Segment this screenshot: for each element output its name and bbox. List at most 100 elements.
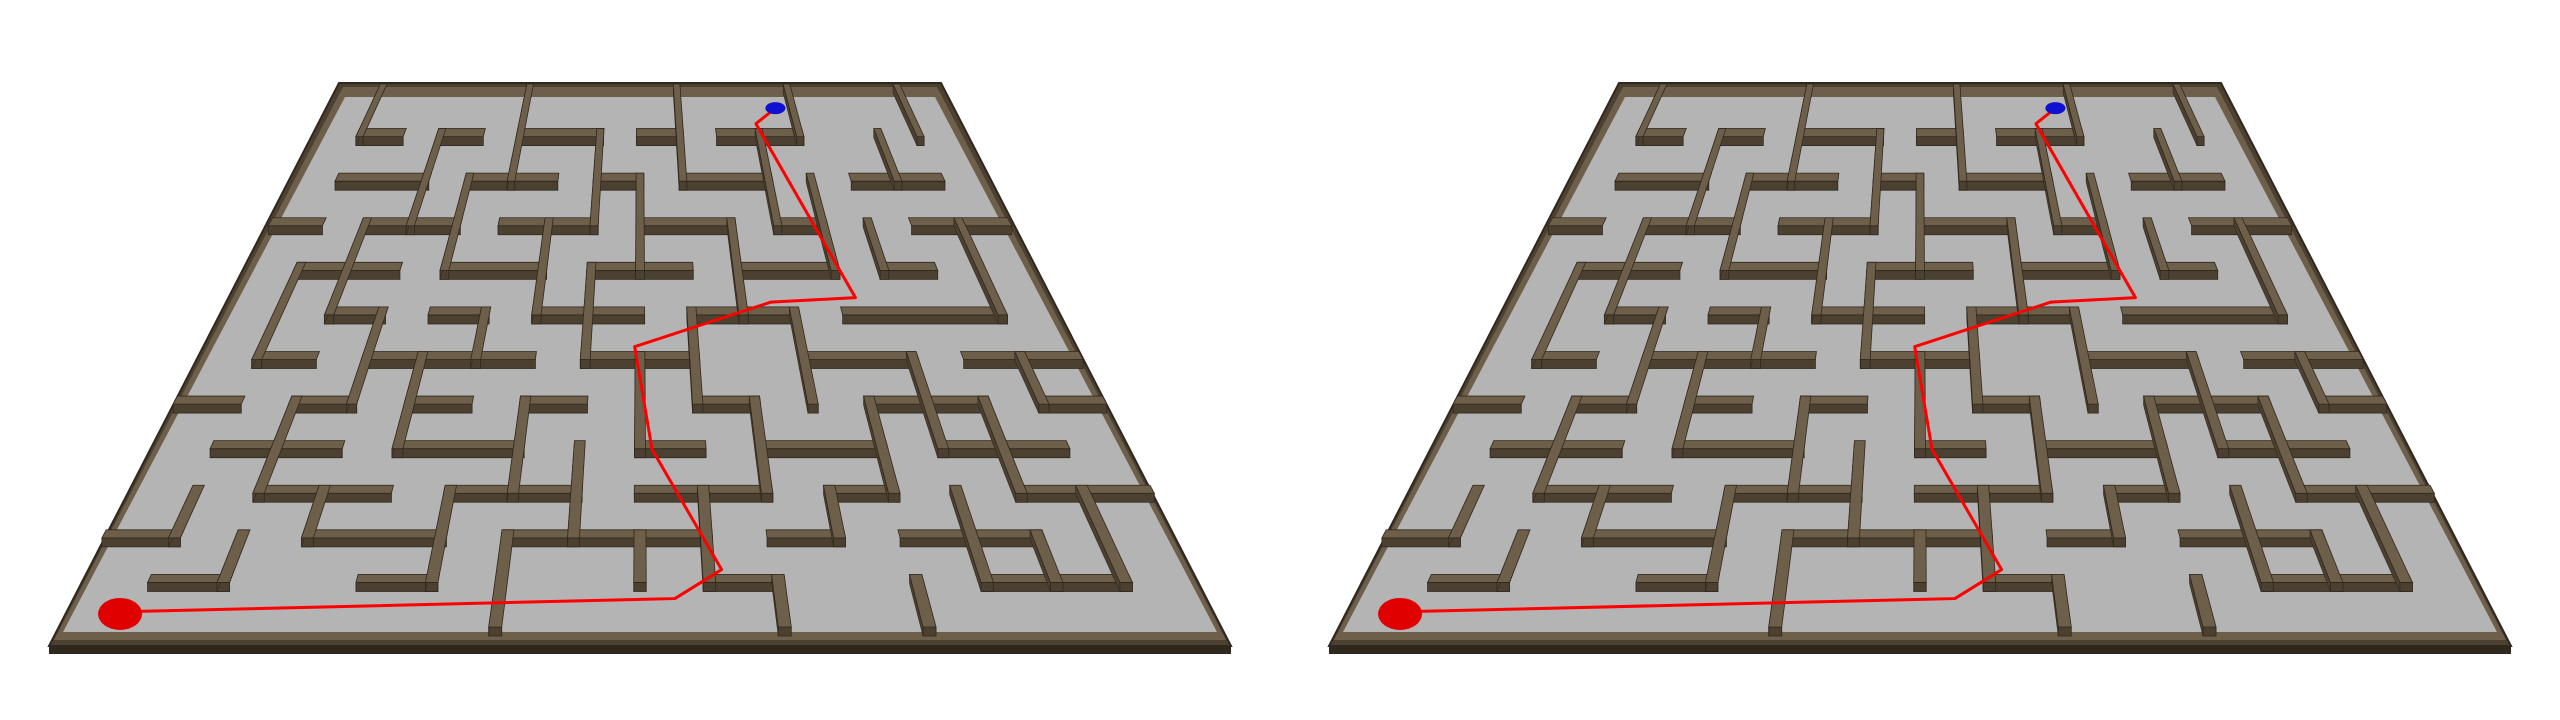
maze-wall <box>771 574 792 628</box>
maze-wall <box>822 484 847 539</box>
maze-wall <box>334 172 432 182</box>
maze-wall <box>300 529 449 539</box>
maze-wall-side <box>1768 626 1783 637</box>
maze-wall-side <box>761 492 774 503</box>
maze-wall <box>731 261 841 271</box>
maze-wall-side <box>888 492 901 503</box>
maze-wall-side <box>1581 537 1727 548</box>
maze-wall-side <box>755 448 889 459</box>
maze-wall-side <box>916 136 925 146</box>
maze-wall <box>1075 484 1134 583</box>
maze-wall-side <box>1780 537 1993 548</box>
maze-wall <box>2294 351 2330 405</box>
maze-wall <box>1452 395 1526 405</box>
maze-wall-side <box>1050 582 1064 592</box>
maze-wall-side <box>2057 626 2072 637</box>
maze-wall <box>345 306 389 405</box>
maze-wall <box>167 484 205 539</box>
maze-wall-side <box>2168 492 2181 503</box>
maze-wall <box>2185 351 2230 450</box>
maze-wall <box>506 83 534 182</box>
maze-wall <box>754 440 889 450</box>
maze-wall <box>300 484 331 539</box>
maze-wall <box>1914 351 1926 450</box>
maze-wall <box>696 484 717 583</box>
maze-wall-side <box>2012 269 2121 280</box>
maze-wall-side <box>1015 492 1028 503</box>
maze-wall <box>1847 440 1866 539</box>
maze-wall <box>1704 484 1738 583</box>
maze-wall <box>672 83 688 182</box>
maze-wall <box>863 395 901 494</box>
maze-wall <box>1811 217 1834 316</box>
maze-wall <box>1952 83 1968 182</box>
maze-wall <box>252 395 303 494</box>
maze-wall <box>589 128 605 227</box>
maze-wall-side <box>267 225 323 236</box>
right-maze-view <box>1280 0 2560 720</box>
maze-wall <box>2102 484 2127 539</box>
maze-wall <box>1447 484 1485 539</box>
maze-wall <box>1496 529 1531 583</box>
maze-wall-side <box>506 492 519 503</box>
maze-wall-side <box>1795 136 1884 146</box>
maze-wall-side <box>738 314 749 325</box>
maze-wall <box>355 83 388 137</box>
maze-wall <box>439 261 549 271</box>
maze-wall-side <box>1640 359 1816 369</box>
maze-wall <box>515 128 605 137</box>
maze-wall <box>2068 306 2099 405</box>
maze-wall <box>1580 529 1729 539</box>
maze-wall-side <box>2018 314 2029 325</box>
maze-wall-side <box>635 269 645 280</box>
maze-wall <box>1014 351 1050 405</box>
maze-wall <box>1869 128 1885 227</box>
maze-wall <box>1786 83 1814 182</box>
maze-wall-side <box>1958 180 2054 191</box>
maze-wall <box>1859 261 1877 360</box>
maze-wall-side <box>830 269 841 280</box>
maze-wall-side <box>2035 448 2169 459</box>
maze-wall-side <box>515 136 604 146</box>
maze-wall <box>2051 574 2072 628</box>
maze-wall <box>1915 172 1925 271</box>
maze-wall-side <box>1859 359 1871 369</box>
maze-wall <box>634 351 646 450</box>
maze-wall-side <box>1038 403 1050 414</box>
maze-wall-side <box>2087 403 2099 414</box>
maze-wall <box>470 306 492 360</box>
maze-wall <box>1685 128 1727 227</box>
maze-wall <box>2153 128 2183 182</box>
maze-wall <box>323 217 373 316</box>
maze-wall-side <box>692 403 704 414</box>
maze-wall <box>1719 172 1755 271</box>
maze-wall <box>2188 574 2217 628</box>
maze-wall <box>678 172 774 182</box>
maze-frame-front <box>1329 646 2511 654</box>
maze-wall-side <box>2202 626 2217 637</box>
maze-wall <box>2172 83 2205 137</box>
maze-wall-side <box>424 582 439 592</box>
maze-wall <box>2077 351 2200 360</box>
maze-wall-side <box>360 359 536 369</box>
maze-wall <box>1780 529 1993 539</box>
maze-wall <box>635 217 737 227</box>
maze-wall <box>782 83 805 137</box>
maze-wall <box>1635 83 1668 137</box>
maze-wall <box>908 574 937 628</box>
maze-wall <box>2229 484 2275 583</box>
maze-wall-side <box>2318 403 2330 414</box>
maze-wall <box>1625 306 1669 405</box>
goal-marker-icon <box>2045 102 2066 115</box>
maze-wall-side <box>1704 582 1719 592</box>
maze-wall <box>2034 440 2169 450</box>
maze-wall-side <box>833 537 846 548</box>
maze-wall-side <box>893 180 903 191</box>
maze-wall <box>949 484 995 583</box>
maze-wall-side <box>579 359 591 369</box>
maze-wall-side <box>1452 403 1522 414</box>
maze-wall-side <box>589 225 599 236</box>
maze-wall <box>172 395 246 405</box>
maze-wall <box>1671 440 1806 450</box>
maze-wall <box>2011 261 2121 271</box>
